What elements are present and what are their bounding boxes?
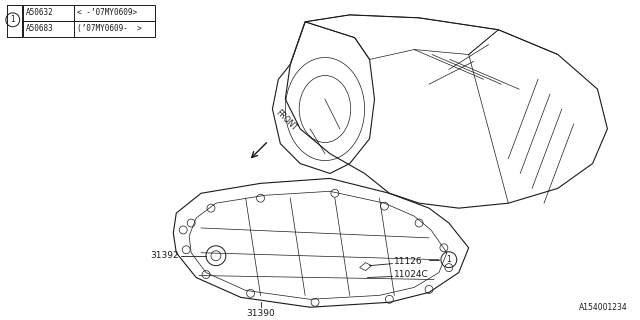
Bar <box>22 5 156 21</box>
Text: 31392: 31392 <box>150 251 179 260</box>
Text: (’07MY0609-  >: (’07MY0609- > <box>77 24 142 33</box>
Text: A50632: A50632 <box>26 8 53 17</box>
Text: 1: 1 <box>10 15 15 24</box>
Text: < -’07MY0609>: < -’07MY0609> <box>77 8 138 17</box>
Text: A154001234: A154001234 <box>579 303 627 312</box>
Text: 11126: 11126 <box>394 257 423 266</box>
Text: 11024C: 11024C <box>394 270 429 279</box>
Text: A50683: A50683 <box>26 24 53 33</box>
Text: 31390: 31390 <box>246 309 275 318</box>
Bar <box>22 21 156 37</box>
Text: 1: 1 <box>447 255 451 264</box>
Text: FRONT: FRONT <box>273 108 298 133</box>
